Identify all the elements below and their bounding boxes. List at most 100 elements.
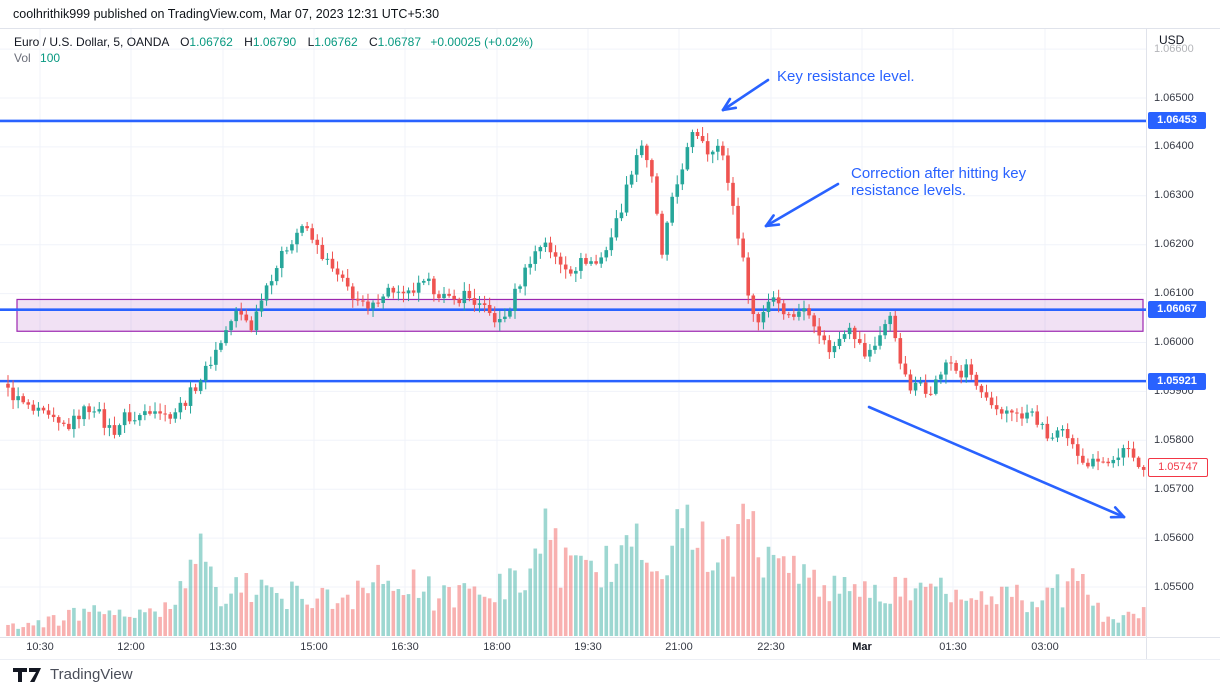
- symbol-title[interactable]: Euro / U.S. Dollar, 5, OANDA: [14, 35, 169, 49]
- annotation-arrowhead: [1113, 506, 1126, 519]
- volume-bar: [295, 585, 299, 636]
- candle-body: [553, 252, 558, 257]
- volume-bar: [558, 587, 563, 636]
- volume-bar: [650, 571, 654, 636]
- volume-bar: [710, 570, 715, 636]
- time-tick-label: 15:00: [300, 641, 328, 653]
- candle-body: [6, 383, 10, 388]
- volume-bar: [56, 625, 61, 636]
- volume-bar: [229, 593, 233, 636]
- candle-body: [928, 393, 933, 395]
- volume-bar: [497, 573, 502, 636]
- volume-legend[interactable]: Vol 100: [14, 51, 60, 65]
- volume-label: Vol: [14, 51, 31, 65]
- candle-body: [822, 335, 827, 341]
- volume-bar: [1116, 622, 1121, 636]
- volume-bar: [82, 608, 86, 636]
- candle-body: [969, 364, 974, 375]
- last-price-label[interactable]: 1.05747: [1148, 457, 1208, 477]
- volume-bar: [984, 604, 989, 636]
- volume-bar: [746, 519, 751, 636]
- candle-body: [310, 228, 314, 240]
- volume-bar: [852, 584, 857, 636]
- volume-bar: [112, 615, 117, 636]
- symbol-legend[interactable]: Euro / U.S. Dollar, 5, OANDA O1.06762 H1…: [14, 35, 533, 49]
- candle-body: [61, 422, 66, 424]
- candle-body: [411, 290, 416, 293]
- level-price-label[interactable]: 1.06067: [1148, 301, 1206, 319]
- volume-bar: [224, 603, 228, 636]
- volume-bar: [452, 607, 456, 636]
- low-label: L: [307, 35, 315, 49]
- volume-bar: [868, 597, 872, 636]
- candle-body: [482, 303, 487, 305]
- price-axis-separator: [1146, 28, 1147, 659]
- candle-body: [984, 392, 989, 398]
- candle-body: [751, 295, 756, 315]
- level-price-label[interactable]: 1.05921: [1148, 372, 1206, 390]
- time-tick-label: 21:00: [665, 641, 693, 653]
- volume-bar: [543, 508, 548, 636]
- candle-body: [563, 264, 568, 270]
- volume-bar: [51, 615, 56, 636]
- volume-bar: [269, 587, 274, 636]
- volume-bar: [513, 570, 517, 636]
- candle-body: [112, 425, 117, 435]
- volume-bar: [969, 598, 974, 636]
- volume-bar: [731, 576, 735, 636]
- time-tick-label: 03:00: [1031, 641, 1059, 653]
- volume-bar: [1065, 581, 1070, 636]
- volume-bar: [11, 623, 15, 636]
- volume-bar: [822, 585, 827, 636]
- candle-body: [239, 311, 244, 315]
- candle-body: [401, 291, 406, 294]
- candle-body: [923, 382, 928, 394]
- candle-body: [87, 406, 91, 413]
- volume-bar: [695, 547, 700, 636]
- annotation-arrow[interactable]: [867, 405, 1126, 519]
- supply-zone-rect[interactable]: [16, 298, 1144, 332]
- volume-bar: [178, 581, 183, 636]
- candle-body: [487, 304, 492, 314]
- volume-bar: [1045, 587, 1050, 636]
- candle-body: [523, 267, 527, 287]
- volume-bar: [285, 609, 289, 636]
- volume-bar: [553, 528, 558, 636]
- candle-body: [386, 287, 391, 297]
- volume-bar: [1070, 568, 1075, 636]
- candle-body: [680, 169, 685, 185]
- candle-body: [1081, 455, 1085, 463]
- volume-bar: [1050, 587, 1055, 636]
- candle-body: [705, 141, 710, 155]
- price-tick-label: 1.06400: [1154, 140, 1194, 153]
- candle-body: [1101, 461, 1105, 463]
- candle-body: [939, 374, 943, 380]
- price-tick-label: 1.06500: [1154, 91, 1194, 104]
- annotation-arrow[interactable]: [721, 78, 770, 112]
- volume-bar: [1121, 615, 1126, 636]
- price-tick-label: 1.06600: [1154, 42, 1194, 55]
- volume-bar: [893, 576, 898, 636]
- candle-body: [1075, 444, 1080, 456]
- candle-body: [999, 409, 1004, 414]
- annotation-key-resistance[interactable]: Key resistance level.: [777, 68, 915, 85]
- open-label: O: [180, 35, 190, 49]
- tradingview-watermark[interactable]: TradingView: [13, 666, 133, 683]
- level-price-label[interactable]: 1.06453: [1148, 112, 1206, 130]
- volume-bar: [756, 557, 761, 636]
- volume-bar: [771, 554, 776, 636]
- candle-body: [883, 324, 887, 336]
- volume-bar: [812, 569, 816, 636]
- volume-bar: [908, 600, 913, 636]
- candle-body: [406, 290, 411, 294]
- volume-bar: [209, 566, 213, 636]
- annotation-arrow[interactable]: [764, 182, 840, 228]
- volume-bar: [396, 589, 401, 636]
- volume-bar: [797, 583, 801, 636]
- candle-body: [300, 226, 304, 233]
- volume-bar: [381, 583, 385, 636]
- candle-body: [807, 308, 811, 316]
- annotation-correction[interactable]: Correction after hitting key resistance …: [851, 165, 1027, 199]
- time-axis-separator: [0, 637, 1220, 638]
